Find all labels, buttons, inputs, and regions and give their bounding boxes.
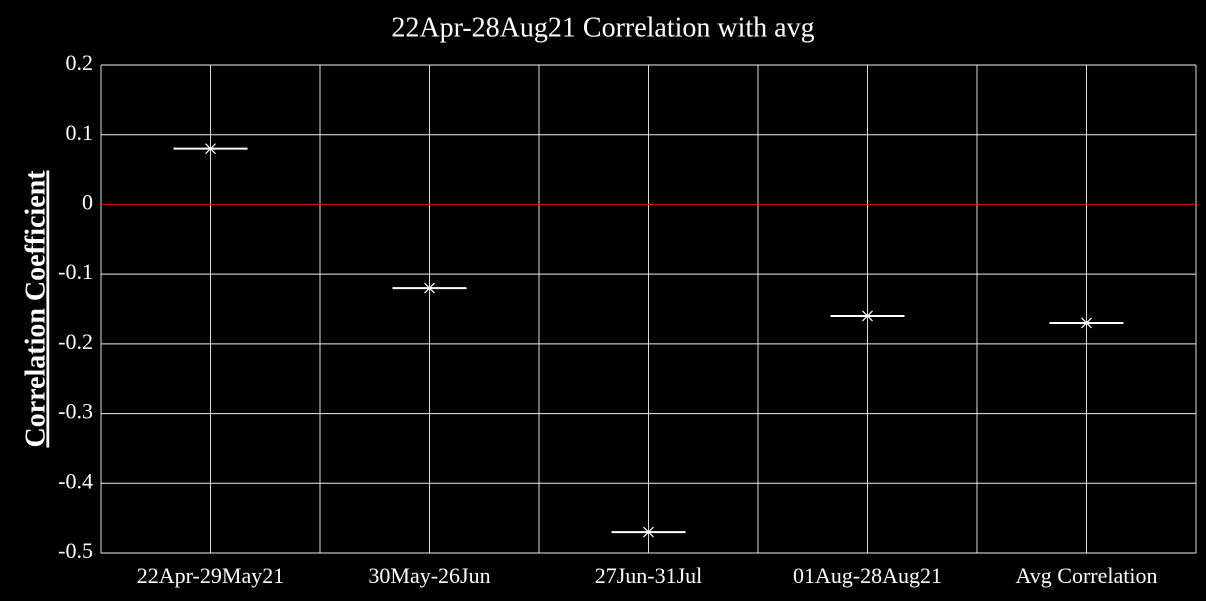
point-marker [1081,317,1092,329]
y-tick-label: -0.2 [58,329,93,354]
y-tick-label: 0.2 [66,50,94,75]
point [830,310,905,322]
x-tick-label: 22Apr-29May21 [137,563,284,588]
point [173,143,248,155]
point-marker [205,143,216,155]
chart-title: 22Apr-28Aug21 Correlation with avg [391,12,814,43]
y-tick-label: 0.1 [66,120,94,145]
point [611,526,686,538]
y-tick-label: 0 [82,189,93,214]
y-tick-label: -0.3 [58,399,93,424]
point [392,282,467,294]
point-marker [862,310,873,322]
x-tick-label: 01Aug-28Aug21 [793,563,942,588]
point-marker [643,526,654,538]
x-tick-label: 27Jun-31Jul [595,563,703,588]
x-tick-label: Avg Correlation [1016,563,1158,588]
vertical-grid [100,65,1197,553]
point-marker [424,282,435,294]
y-tick-label: -0.5 [58,538,93,563]
y-tick-label: -0.1 [58,259,93,284]
x-tick-label: 30May-26Jun [368,563,490,588]
point [1049,317,1124,329]
y-tick-label: -0.4 [58,468,93,493]
y-axis-label: Correlation Coefficient [20,170,51,448]
